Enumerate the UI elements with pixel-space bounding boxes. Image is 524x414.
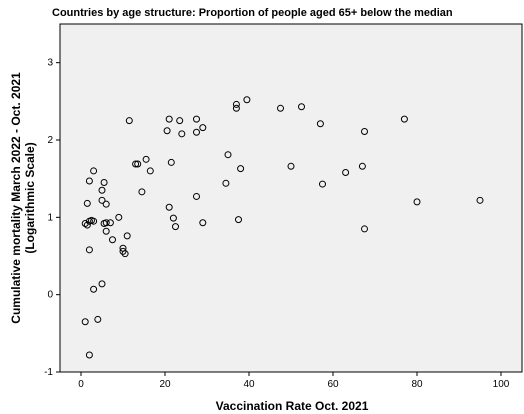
data-point — [358, 162, 366, 170]
data-point — [237, 165, 245, 173]
data-point — [102, 200, 110, 208]
data-point — [123, 232, 131, 240]
data-point — [119, 247, 127, 255]
data-point — [85, 351, 93, 359]
data-point — [193, 128, 200, 136]
data-point — [199, 219, 207, 227]
x-tick-label: 0 — [78, 379, 84, 390]
data-point — [85, 177, 93, 185]
data-point — [277, 104, 284, 112]
data-point — [476, 196, 484, 204]
data-point — [146, 167, 154, 175]
data-point — [169, 214, 177, 222]
data-point — [109, 236, 116, 244]
data-point — [193, 192, 200, 200]
data-point — [224, 151, 232, 159]
x-tick-label: 80 — [411, 379, 423, 390]
data-point — [342, 168, 350, 176]
data-point — [125, 117, 133, 125]
data-point — [132, 160, 140, 168]
data-point — [100, 179, 108, 187]
data-point — [94, 315, 102, 323]
data-point — [172, 223, 179, 231]
data-point — [235, 216, 242, 224]
data-point — [176, 117, 184, 125]
data-point — [361, 225, 368, 233]
x-tick-label: 20 — [159, 379, 171, 390]
y-tick-label: 3 — [47, 58, 53, 69]
y-axis-label-line2: (Logarithmic Scale) — [23, 142, 37, 253]
data-point — [98, 186, 106, 194]
data-point — [199, 124, 207, 132]
data-point — [102, 227, 110, 235]
data-point — [167, 158, 175, 166]
data-point — [98, 280, 106, 288]
data-point — [85, 246, 93, 254]
data-point — [81, 318, 89, 326]
chart-title: Countries by age structure: Proportion o… — [52, 7, 453, 19]
data-point — [90, 167, 98, 175]
y-tick-label: 0 — [47, 290, 53, 301]
data-point — [102, 219, 110, 227]
y-tick-label: 2 — [47, 135, 53, 146]
data-point — [319, 180, 326, 188]
data-point — [138, 188, 146, 196]
data-point — [243, 96, 251, 104]
data-point — [165, 203, 173, 211]
data-point — [298, 103, 305, 111]
data-point — [90, 217, 98, 225]
data-point — [193, 115, 200, 123]
x-axis-ticks: 0 20 40 60 80 100 — [78, 372, 510, 390]
data-point — [98, 196, 106, 204]
data-point — [163, 127, 171, 135]
data-point — [142, 155, 150, 163]
x-tick-label: 100 — [493, 379, 510, 390]
data-point — [232, 100, 240, 108]
data-point — [83, 199, 91, 207]
y-axis-ticks: -1 0 1 2 3 — [44, 58, 60, 378]
x-tick-label: 60 — [327, 379, 339, 390]
data-point — [115, 213, 123, 221]
data-point — [106, 219, 114, 227]
data-point — [287, 162, 295, 170]
data-point — [400, 115, 408, 123]
x-axis-label: Vaccination Rate Oct. 2021 — [216, 399, 369, 413]
data-point — [232, 104, 240, 112]
data-point — [90, 285, 98, 293]
x-tick-label: 40 — [243, 379, 255, 390]
data-point — [222, 179, 230, 187]
data-point — [316, 120, 324, 128]
data-points — [81, 96, 484, 359]
data-point — [121, 250, 129, 258]
y-tick-label: 1 — [47, 212, 53, 223]
y-tick-label: -1 — [44, 367, 53, 378]
data-point — [178, 130, 186, 138]
plot-area — [59, 23, 523, 373]
data-point — [165, 115, 173, 123]
y-axis-label-line1: Cumulative mortality March 2022 - Oct. 2… — [9, 72, 23, 324]
data-point — [413, 198, 421, 206]
data-point — [134, 160, 142, 168]
data-point — [361, 127, 368, 135]
data-point — [83, 221, 91, 229]
